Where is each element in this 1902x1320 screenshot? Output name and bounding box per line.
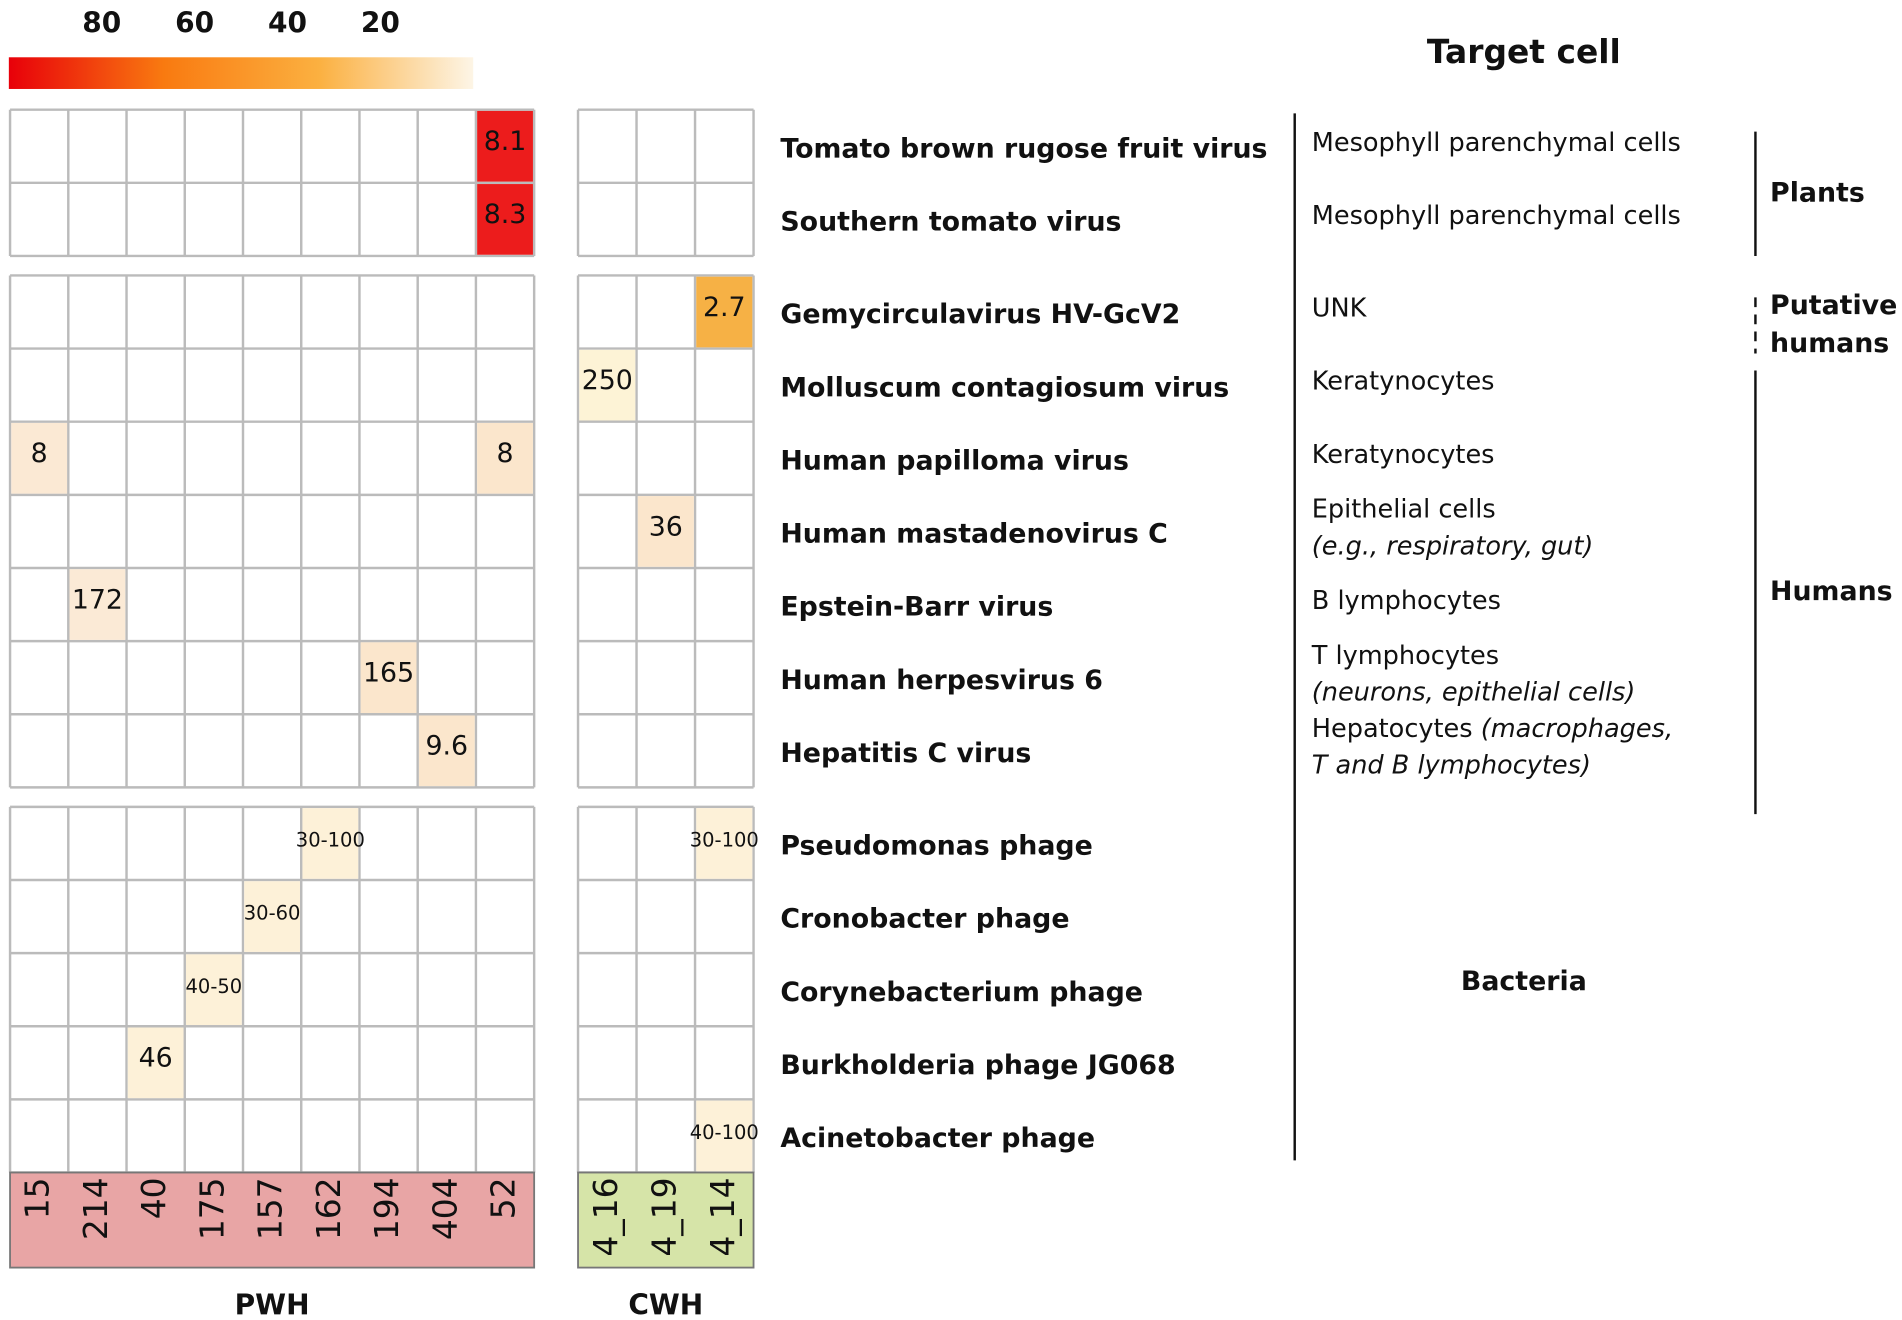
- heat-cell: [69, 569, 126, 640]
- sample-label: 157: [251, 1177, 290, 1240]
- group-label: CWH: [628, 1289, 703, 1320]
- cell-label: 8.1: [484, 126, 527, 157]
- row-label: Molluscum contagiosum virus: [780, 372, 1229, 403]
- sample-label: 162: [309, 1177, 348, 1240]
- cell-label: 9.6: [425, 731, 468, 762]
- row-label: Pseudomonas phage: [780, 831, 1092, 862]
- sample-label: 40: [134, 1177, 173, 1219]
- heat-cell: [696, 808, 753, 879]
- sample-label: 15: [18, 1177, 57, 1219]
- target-cell: (e.g., respiratory, gut): [1312, 531, 1594, 561]
- target-cell: Mesophyll parenchymal cells: [1312, 128, 1681, 158]
- colorbar-tick-label: 40: [268, 6, 307, 39]
- title: Target cell: [1427, 32, 1621, 71]
- target-text: Mesophyll parenchymal cells: [1312, 128, 1681, 158]
- cell-label: 36: [649, 511, 683, 542]
- host-label: Bacteria: [1461, 966, 1587, 997]
- cell-label: 46: [139, 1043, 173, 1074]
- heat-cell: [696, 1100, 753, 1172]
- colorbar: [8, 57, 474, 89]
- cell-label: 30-100: [690, 828, 759, 851]
- heat-cell: [302, 808, 359, 879]
- cell-label: 40-50: [186, 975, 243, 998]
- sample-box: [9, 1171, 536, 1269]
- target-text: Keratynocytes: [1312, 440, 1495, 470]
- colorbar-tick-label: 20: [361, 6, 400, 39]
- target-cell: Keratynocytes: [1312, 367, 1495, 397]
- heat-cell: [185, 954, 242, 1026]
- target-cell: Hepatocytes (macrophages,: [1312, 714, 1673, 744]
- sample-label: 52: [484, 1177, 523, 1219]
- target-cell: B lymphocytes: [1312, 586, 1501, 616]
- host-label: humans: [1770, 328, 1889, 359]
- row-label: Corynebacterium phage: [780, 977, 1143, 1008]
- target-cell: Keratynocytes: [1312, 440, 1495, 470]
- heat-cell: [477, 110, 533, 182]
- host-label: Humans: [1770, 576, 1893, 607]
- row-label: Acinetobacter phage: [780, 1123, 1095, 1154]
- sample-label: 4_19: [644, 1177, 683, 1256]
- target-cell: (neurons, epithelial cells): [1312, 678, 1636, 708]
- sample-label: 194: [367, 1177, 406, 1240]
- target-text: Mesophyll parenchymal cells: [1312, 201, 1681, 231]
- row-label: Southern tomato virus: [780, 207, 1121, 238]
- target-text: Keratynocytes: [1312, 367, 1495, 397]
- target-text: B lymphocytes: [1312, 586, 1501, 616]
- row-label: Hepatitis C virus: [780, 738, 1031, 769]
- heat-cell: [579, 349, 636, 421]
- sample-box: [577, 1171, 755, 1269]
- heat-cell: [11, 422, 68, 494]
- cell-label: 172: [72, 584, 123, 615]
- row-label: Human papilloma virus: [780, 445, 1129, 476]
- sample-label: 404: [425, 1177, 464, 1240]
- target-text: (macrophages,: [1481, 714, 1673, 744]
- host-label: Putative: [1770, 290, 1897, 321]
- cell-label: 30-100: [296, 828, 365, 851]
- cell-label: 40-100: [690, 1121, 759, 1144]
- colorbar-tick-label: 80: [82, 6, 121, 39]
- target-text: T and B lymphocytes): [1312, 751, 1591, 781]
- cell-label: 8.3: [484, 199, 527, 230]
- target-text: UNK: [1312, 294, 1368, 324]
- target-text: (e.g., respiratory, gut): [1312, 531, 1594, 561]
- target-cell: T lymphocytes: [1311, 641, 1499, 671]
- target-text: T lymphocytes: [1311, 641, 1499, 671]
- heat-cell: [127, 1027, 184, 1099]
- target-cell: UNK: [1312, 294, 1368, 324]
- cell-label: 8: [497, 438, 514, 469]
- target-text: Hepatocytes: [1312, 714, 1473, 744]
- heat-cell: [637, 496, 694, 567]
- colorbar-tick-label: 60: [175, 6, 214, 39]
- heat-cell: [477, 422, 533, 494]
- host-label: Plants: [1770, 177, 1865, 208]
- heat-cell: [418, 715, 475, 787]
- sample-label: 175: [192, 1177, 231, 1240]
- row-label: Human mastadenovirus C: [780, 519, 1168, 550]
- heat-cell: [360, 642, 417, 714]
- cell-label: 165: [363, 658, 414, 689]
- target-cell: T and B lymphocytes): [1312, 751, 1591, 781]
- cell-label: 8: [31, 438, 48, 469]
- row-label: Gemycirculavirus HV-GcV2: [780, 299, 1180, 330]
- target-cell: Epithelial cells: [1312, 495, 1496, 525]
- row-label: Burkholderia phage JG068: [780, 1050, 1175, 1081]
- row-label: Tomato brown rugose fruit virus: [780, 133, 1267, 164]
- row-label: Cronobacter phage: [780, 904, 1069, 935]
- target-cell: Mesophyll parenchymal cells: [1312, 201, 1681, 231]
- sample-label: 214: [76, 1177, 115, 1240]
- group-label: PWH: [235, 1289, 310, 1320]
- cell-label: 2.7: [703, 292, 746, 323]
- heat-cell: [477, 184, 533, 255]
- target-text: Epithelial cells: [1312, 495, 1496, 525]
- cell-label: 250: [582, 365, 633, 396]
- cell-label: 30-60: [244, 902, 301, 925]
- heat-cell: [696, 276, 753, 348]
- row-label: Epstein-Barr virus: [780, 592, 1053, 623]
- sample-label: 4_14: [703, 1177, 742, 1256]
- sample-label: 4_16: [586, 1177, 625, 1256]
- heat-cell: [244, 881, 301, 952]
- target-text: (neurons, epithelial cells): [1312, 678, 1636, 708]
- row-label: Human herpesvirus 6: [780, 665, 1103, 696]
